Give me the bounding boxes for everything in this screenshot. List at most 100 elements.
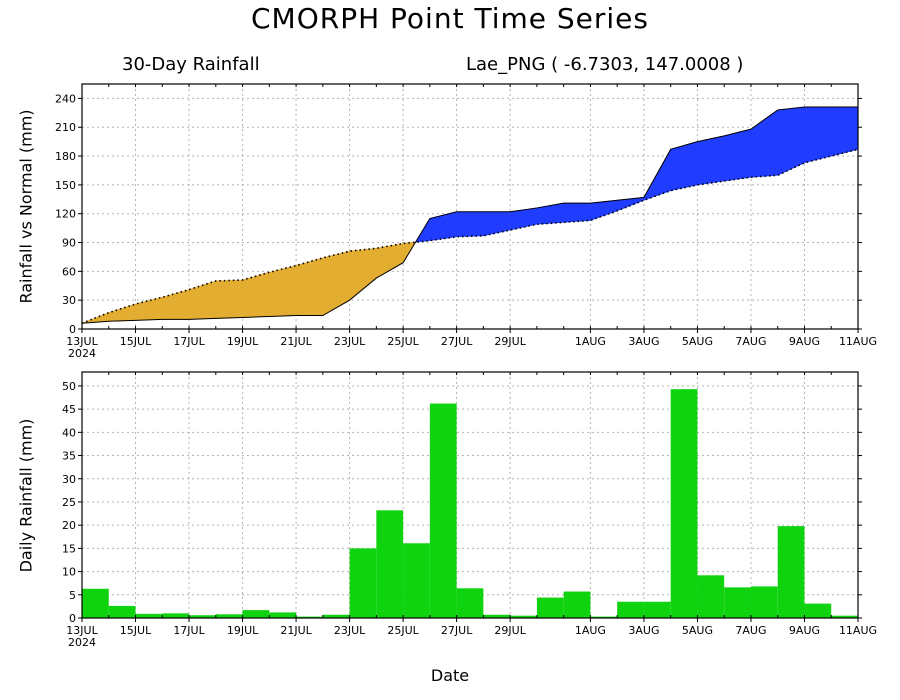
daily-rainfall-bar xyxy=(536,597,564,618)
top-y-tick-label: 150 xyxy=(55,179,76,192)
bottom-x-tick-label: 11AUG xyxy=(839,624,877,637)
surplus-area-segment xyxy=(777,106,805,176)
deficit-area-segment xyxy=(322,250,350,317)
top-x-tick-label: 7AUG xyxy=(735,335,766,348)
daily-rainfall-bar xyxy=(349,548,377,618)
daily-rainfall-bar xyxy=(483,614,511,618)
normal-rainfall-line xyxy=(81,148,859,324)
bottom-x-tick-label: 15JUL xyxy=(120,624,152,637)
top-x-tick-label: 9AUG xyxy=(789,335,820,348)
x-axis-label: Date xyxy=(430,666,470,685)
top-x-tick-label: 1AUG xyxy=(575,335,606,348)
bottom-x-tick-label: 3AUG xyxy=(628,624,659,637)
deficit-area-segment xyxy=(376,243,404,279)
daily-rainfall-bar xyxy=(403,543,430,618)
daily-rainfall-bar xyxy=(643,601,671,618)
bottom-x-tick-label: 19JUL xyxy=(227,624,259,637)
daily-rainfall-bar xyxy=(724,587,751,618)
daily-rainfall-bar xyxy=(322,614,350,618)
top-x-tick-label: 17JUL xyxy=(173,335,205,348)
bottom-x-tick-label: 13JUL xyxy=(66,624,98,637)
daily-rainfall-bar xyxy=(831,615,858,618)
top-x-tick-label: 15JUL xyxy=(120,335,152,348)
bottom-y-tick-label: 35 xyxy=(62,450,76,463)
deficit-area-segment xyxy=(108,303,136,322)
daily-rainfall-bar xyxy=(670,389,698,618)
bottom-y-tick-label: 10 xyxy=(62,566,76,579)
daily-rainfall-bar xyxy=(215,614,243,618)
deficit-area-segment xyxy=(269,265,297,317)
observed-rainfall-line xyxy=(81,106,858,324)
bottom-x-tick-label: 23JUL xyxy=(334,624,366,637)
surplus-area-segment xyxy=(590,199,618,221)
daily-rainfall-bar xyxy=(135,613,163,618)
bottom-x-tick-label: 21JUL xyxy=(280,624,312,637)
top-x-tick-label: 27JUL xyxy=(441,335,473,348)
bottom-y-tick-label: 25 xyxy=(62,496,76,509)
bottom-y-tick-label: 30 xyxy=(62,473,76,486)
top-x-tick-label: 19JUL xyxy=(227,335,259,348)
bottom-y-tick-label: 5 xyxy=(69,589,76,602)
bottom-y-tick-label: 15 xyxy=(62,542,76,555)
daily-rainfall-bar xyxy=(108,605,136,618)
bottom-x-tick-label: 25JUL xyxy=(387,624,419,637)
daily-rainfall-bar xyxy=(82,588,109,618)
bottom-plot-frame xyxy=(81,371,859,619)
bottom-y-tick-label: 40 xyxy=(62,426,76,439)
daily-rainfall-bar xyxy=(269,612,297,618)
cumulative-rainfall-panel: 0 30 60 90 120 150 180 210 240 13JUL 15JUL 17JUL 19J… xyxy=(55,83,877,360)
surplus-area-segment xyxy=(456,211,484,238)
surplus-area-segment xyxy=(536,202,564,225)
surplus-area-segment xyxy=(483,211,511,237)
top-x-tick-label: 11AUG xyxy=(839,335,877,348)
top-y-tick-label: 60 xyxy=(62,265,76,278)
top-y-tick-label: 180 xyxy=(55,150,76,163)
surplus-area-segment xyxy=(429,211,457,241)
top-y-tick-label: 240 xyxy=(55,92,76,105)
top-y-tick-label: 90 xyxy=(62,237,76,250)
bottom-x-tick-label: 1AUG xyxy=(575,624,606,637)
daily-rainfall-bar xyxy=(242,610,270,618)
daily-rainfall-bar xyxy=(617,601,644,618)
daily-rainfall-bar xyxy=(456,588,484,618)
deficit-area-segment xyxy=(161,289,190,320)
top-y-tick-label: 210 xyxy=(55,121,76,134)
deficit-area-segment xyxy=(188,280,217,320)
bottom-x-tick-label: 5AUG xyxy=(682,624,713,637)
daily-rainfall-bar xyxy=(563,591,591,618)
top-x-tick-label: 29JUL xyxy=(494,335,526,348)
surplus-area-segment xyxy=(563,202,591,223)
bottom-x-tick-label: 7AUG xyxy=(735,624,766,637)
deficit-area-segment xyxy=(349,247,377,301)
bottom-x-tick-label: 29JUL xyxy=(494,624,526,637)
bottom-x-tick-label: 17JUL xyxy=(173,624,205,637)
daily-rainfall-bar xyxy=(189,615,216,618)
chart-subtitle-period: 30-Day Rainfall xyxy=(122,54,260,75)
bottom-y-tick-label: 20 xyxy=(62,519,76,532)
daily-rainfall-bar xyxy=(429,403,457,618)
daily-rainfall-bar xyxy=(296,616,323,618)
bottom-x-tick-label: 9AUG xyxy=(789,624,820,637)
top-x-year-label: 2024 xyxy=(68,347,96,360)
bottom-x-year-label: 2024 xyxy=(68,636,96,649)
daily-rainfall-panel: 0 5 10 15 20 25 30 35 40 45 50 13JUL 15JUL 17JUL 19JUL… xyxy=(62,371,877,649)
surplus-area-segment xyxy=(697,135,725,186)
surplus-area-segment xyxy=(723,128,752,182)
surplus-area-segment xyxy=(830,106,859,157)
surplus-area-segment xyxy=(804,106,832,164)
bottom-x-tick-label: 27JUL xyxy=(441,624,473,637)
top-y-tick-label: 30 xyxy=(62,294,76,307)
daily-rainfall-bar xyxy=(376,510,404,618)
surplus-area-segment xyxy=(670,141,698,192)
daily-rainfall-bar xyxy=(162,613,190,618)
deficit-area-segment xyxy=(215,279,243,319)
chart-title: CMORPH Point Time Series xyxy=(251,2,649,35)
bottom-y-tick-label: 45 xyxy=(62,403,76,416)
chart-subtitle-location: Lae_PNG ( -6.7303, 147.0008 ) xyxy=(466,54,744,75)
top-x-tick-label: 23JUL xyxy=(334,335,366,348)
daily-rainfall-bar xyxy=(777,526,805,618)
daily-rainfall-bar xyxy=(510,615,537,618)
top-x-tick-label: 25JUL xyxy=(387,335,419,348)
daily-rainfall-bar xyxy=(804,603,832,618)
